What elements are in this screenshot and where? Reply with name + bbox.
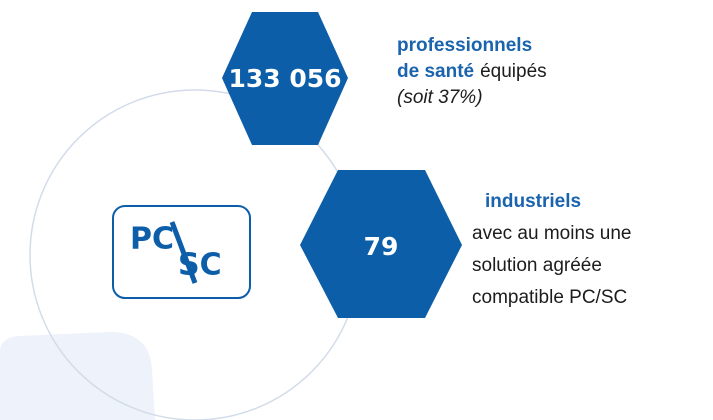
label-text: avec au moins une	[472, 223, 632, 244]
label-text: compatible PC/SC	[472, 287, 627, 308]
logo-text: PC	[130, 222, 174, 257]
label-bold: de santé	[397, 61, 474, 82]
hexagon	[222, 12, 348, 145]
logo-slash	[169, 221, 198, 284]
label-bold: industriels	[485, 191, 581, 212]
stat-value: 79	[364, 232, 399, 261]
stat-value: 133 056	[228, 64, 341, 93]
label-text: équipés	[480, 61, 547, 82]
label-line: de santé équipés	[397, 61, 547, 82]
label-text: solution agréée	[472, 255, 602, 276]
background-blob	[0, 332, 155, 420]
logo-text: SC	[178, 248, 222, 283]
label-note: (soit 37%)	[397, 87, 483, 108]
hexagon	[300, 170, 462, 318]
label-bold: professionnels	[397, 35, 532, 56]
